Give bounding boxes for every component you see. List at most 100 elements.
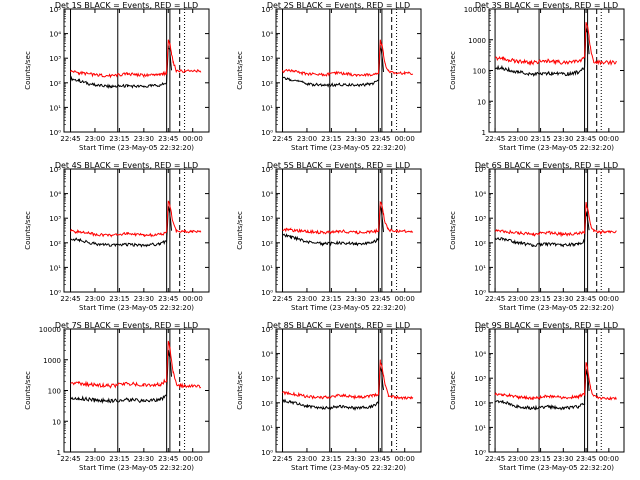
y-tick-label: 10⁵ (49, 6, 61, 14)
x-tick-label: 22:45 (272, 295, 292, 303)
lld-series-line (282, 200, 414, 235)
lld-series-line (282, 359, 414, 401)
y-axis-label: Counts/sec (449, 211, 457, 250)
x-tick-label: 22:45 (60, 295, 80, 303)
y-tick-label: 10⁰ (261, 289, 273, 297)
panel-title: Det 6S BLACK = Events, RED = LLD (475, 161, 618, 170)
panel-title: Det 7S BLACK = Events, RED = LLD (55, 321, 198, 330)
x-tick-label: 23:00 (85, 135, 105, 143)
y-axis-label: Counts/sec (449, 371, 457, 410)
lld-series-line (494, 362, 617, 401)
y-tick-label: 10⁰ (261, 129, 273, 137)
x-axis-label: Start Time (23-May-05 22:32:20) (79, 304, 194, 312)
x-tick-label: 23:00 (297, 455, 317, 463)
x-tick-label: 23:45 (370, 295, 390, 303)
y-tick-label: 100 (48, 388, 61, 396)
panel-1: Det 1S BLACK = Events, RED = LLD 10⁰ 10¹ 10… (24, 1, 210, 152)
x-axis-label: Start Time (23-May-05 22:32:20) (291, 464, 406, 472)
x-tick-label: 00:00 (599, 455, 619, 463)
plot-frame (275, 328, 422, 453)
panel-title: Det 9S BLACK = Events, RED = LLD (475, 321, 618, 330)
x-tick-label: 23:15 (530, 295, 550, 303)
y-tick-label: 10³ (474, 215, 486, 223)
x-tick-label: 22:45 (60, 455, 80, 463)
lld-series-line (282, 39, 414, 78)
y-axis-label: Counts/sec (24, 211, 32, 250)
events-series-line (70, 206, 172, 248)
y-tick-label: 10⁰ (474, 449, 486, 457)
y-tick-label: 10⁴ (261, 31, 273, 39)
panel-3: Det 3S BLACK = Events, RED = LLD 1 10 100 10… (449, 1, 625, 152)
x-tick-label: 23:15 (109, 135, 129, 143)
y-axis-label: Counts/sec (236, 371, 244, 410)
y-tick-label: 10⁰ (49, 129, 61, 137)
panel-title: Det 8S BLACK = Events, RED = LLD (267, 321, 410, 330)
x-axis-label: Start Time (23-May-05 22:32:20) (291, 304, 406, 312)
y-tick-label: 10⁵ (261, 326, 273, 334)
panel-9: Det 9S BLACK = Events, RED = LLD 10⁰ 10¹ 10… (449, 321, 625, 472)
events-series-line (282, 366, 384, 412)
plot-frame (275, 8, 422, 133)
x-tick-label: 23:30 (134, 295, 154, 303)
y-tick-label: 10² (261, 240, 273, 248)
y-tick-label: 10⁰ (49, 289, 61, 297)
x-tick-label: 23:45 (576, 135, 596, 143)
y-tick-label: 10¹ (49, 104, 61, 112)
panel-title: Det 1S BLACK = Events, RED = LLD (55, 1, 198, 10)
panel-2: Det 2S BLACK = Events, RED = LLD 10⁰ 10¹ 10… (236, 1, 422, 152)
x-tick-label: 00:00 (395, 295, 415, 303)
y-tick-label: 10 (52, 418, 61, 426)
x-tick-label: 23:30 (134, 455, 154, 463)
x-tick-label: 22:45 (485, 295, 505, 303)
y-axis-label: Counts/sec (24, 371, 32, 410)
plot-frame (488, 168, 625, 293)
x-tick-label: 00:00 (395, 135, 415, 143)
y-tick-label: 1 (482, 129, 486, 137)
panel-8: Det 8S BLACK = Events, RED = LLD 10⁰ 10¹ 10… (236, 321, 422, 472)
x-tick-label: 00:00 (599, 135, 619, 143)
y-tick-label: 10000 (464, 6, 486, 14)
x-tick-label: 23:30 (346, 455, 366, 463)
y-axis-label: Counts/sec (236, 51, 244, 90)
events-series-line (70, 45, 172, 90)
x-axis-label: Start Time (23-May-05 22:32:20) (291, 144, 406, 152)
x-tick-label: 23:45 (158, 135, 178, 143)
x-tick-label: 00:00 (183, 135, 203, 143)
x-tick-label: 23:45 (576, 455, 596, 463)
y-tick-label: 10³ (49, 215, 61, 223)
y-tick-label: 10² (474, 240, 486, 248)
x-tick-label: 00:00 (599, 295, 619, 303)
plot-frame (488, 328, 625, 453)
y-tick-label: 10⁴ (261, 191, 273, 199)
y-tick-label: 10³ (261, 55, 273, 63)
y-tick-label: 100 (473, 68, 486, 76)
x-tick-label: 23:30 (134, 135, 154, 143)
plot-frame (63, 328, 210, 453)
x-tick-label: 23:00 (297, 135, 317, 143)
x-axis-label: Start Time (23-May-05 22:32:20) (79, 464, 194, 472)
y-tick-label: 10⁵ (261, 166, 273, 174)
x-tick-label: 23:15 (530, 135, 550, 143)
x-tick-label: 23:15 (321, 295, 341, 303)
y-tick-label: 1000 (468, 37, 486, 45)
y-tick-label: 10⁴ (474, 191, 486, 199)
y-tick-label: 10000 (39, 326, 61, 334)
x-tick-label: 23:15 (109, 295, 129, 303)
panel-6: Det 6S BLACK = Events, RED = LLD 10⁰ 10¹ 10… (449, 161, 625, 312)
y-tick-label: 10⁴ (261, 351, 273, 359)
panel-5: Det 5S BLACK = Events, RED = LLD 10⁰ 10¹ 10… (236, 161, 422, 312)
y-tick-label: 10¹ (49, 264, 61, 272)
x-tick-label: 23:00 (297, 295, 317, 303)
x-tick-label: 23:30 (553, 135, 573, 143)
x-tick-label: 23:15 (109, 455, 129, 463)
y-tick-label: 10⁰ (261, 449, 273, 457)
x-tick-label: 22:45 (272, 135, 292, 143)
events-series-line (282, 205, 384, 247)
y-tick-label: 10¹ (474, 264, 486, 272)
panel-7: Det 7S BLACK = Events, RED = LLD 1 10 100 10… (24, 321, 210, 472)
events-series-line (495, 368, 590, 411)
x-tick-label: 23:00 (508, 455, 528, 463)
x-tick-label: 23:45 (158, 295, 178, 303)
panel-title: Det 3S BLACK = Events, RED = LLD (475, 1, 618, 10)
